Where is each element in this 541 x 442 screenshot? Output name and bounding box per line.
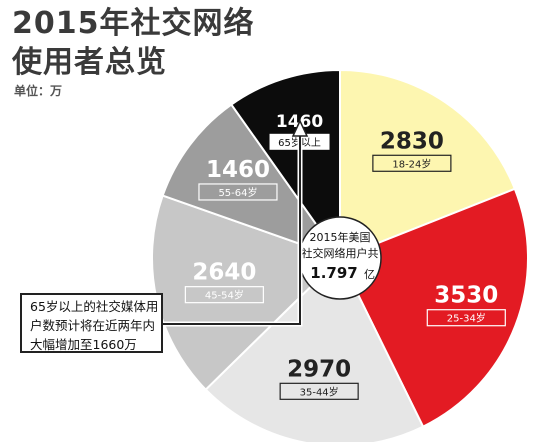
slice-category-box [426, 309, 506, 327]
annotation-arrowhead [291, 119, 309, 137]
annotation-line-1: 65岁以上的社交媒体用 [30, 299, 159, 314]
slice-value-label: 2640 [192, 260, 256, 286]
slice-value-label: 1460 [206, 157, 270, 183]
slice-value-label: 2970 [287, 356, 351, 382]
slice-category-label: 18-24岁 [392, 157, 431, 170]
slice-category-label: 25-34岁 [447, 312, 486, 325]
center-text-line-1: 2015年美国 [310, 230, 371, 244]
center-text-line-2: 社交网络用户共 [302, 246, 379, 260]
slice-category-box [184, 286, 264, 304]
annotation-arrow-line [163, 132, 301, 325]
pie-slice [204, 256, 425, 442]
slice-category-label: 35-44岁 [300, 385, 339, 398]
annotation-line-3: 大幅增加至1660万 [30, 337, 137, 352]
annotation-line-2: 户数预计将在近两年内 [30, 318, 156, 333]
pie-slice [339, 68, 517, 260]
slice-value-label: 2830 [380, 128, 444, 154]
slice-category-label: 55-64岁 [218, 186, 257, 199]
pie-slice [338, 187, 529, 428]
center-total-value: 1.797 [310, 264, 357, 282]
title-line-2: 使用者总览 [12, 45, 167, 80]
center-total-unit: 亿 [364, 268, 375, 281]
pie-slice [161, 103, 343, 260]
pie-slice [229, 68, 341, 262]
annotation-box: 65岁以上的社交媒体用 户数预计将在近两年内 大幅增加至1660万 [20, 293, 163, 353]
page-title: 2015年社交网络 使用者总览 [12, 4, 255, 82]
slice-value-label: 3530 [434, 283, 498, 309]
slice-category-label: 45-54岁 [205, 289, 244, 302]
slice-category-box [372, 154, 452, 172]
slice-category-box [279, 382, 359, 400]
title-line-1: 2015年社交网络 [12, 6, 255, 41]
slice-category-box [198, 183, 278, 201]
unit-label: 单位：万 [14, 84, 63, 98]
